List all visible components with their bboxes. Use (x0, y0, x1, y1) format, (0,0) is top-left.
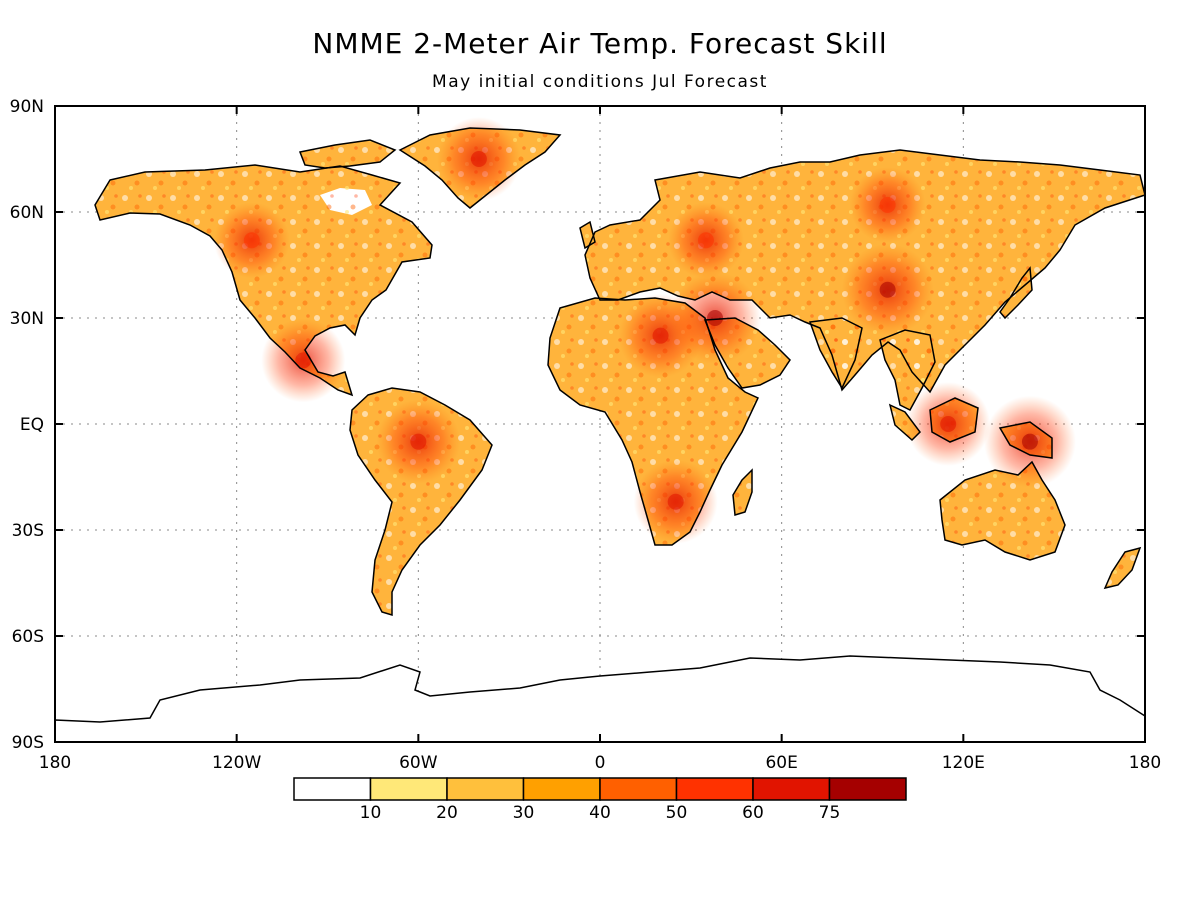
lon-tick-label: 120E (942, 753, 985, 773)
lon-tick-label: 0 (595, 753, 606, 773)
coastline (998, 421, 1053, 459)
colorbar-swatch (446, 777, 525, 801)
skill-texture (95, 165, 432, 395)
latitude-axis: 90N 60N 30N EQ 30S 60S 90S (10, 97, 1145, 753)
chart-title: NMME 2-Meter Air Temp. Forecast Skill (312, 27, 887, 60)
lon-tick-label: 180 (39, 753, 71, 773)
coastline (879, 329, 936, 411)
colorbar-swatch (752, 777, 831, 801)
hotspot-core (410, 433, 427, 450)
hotspot-core (295, 352, 312, 369)
coastline (999, 266, 1033, 320)
colorbar: 10 20 30 40 50 60 75 (293, 777, 907, 823)
hotspot-core (879, 281, 896, 298)
coastline (888, 403, 921, 442)
lat-tick-label: 60S (12, 627, 44, 647)
lon-tick-label: 180 (1129, 753, 1161, 773)
skill-texture (733, 470, 752, 515)
coastline (1103, 546, 1142, 590)
coastline (398, 127, 562, 209)
colorbar-label: 40 (589, 803, 611, 823)
lat-tick-label: EQ (20, 415, 44, 435)
colorbar-swatch (369, 777, 448, 801)
coastline (349, 387, 493, 617)
lat-tick-label: 60N (10, 203, 44, 223)
skill-texture (880, 330, 935, 410)
lon-tick-label: 60W (399, 753, 438, 773)
coastline (808, 317, 863, 390)
hotspot-core (652, 327, 669, 344)
lat-tick-label: 90S (12, 733, 44, 753)
coastline (298, 139, 397, 169)
coastlines (55, 127, 1145, 742)
colorbar-swatch (522, 777, 601, 801)
coastline (939, 460, 1066, 561)
lat-tick-label: 30N (10, 309, 44, 329)
hotspot-core (707, 310, 724, 326)
skill-hotspots (213, 117, 1076, 544)
coastline (55, 655, 1145, 742)
colorbar-swatch (828, 777, 907, 801)
longitude-axis: 180 120W 60W 0 60E 120E 180 (39, 106, 1161, 773)
colorbar-label: 30 (513, 803, 535, 823)
colorbar-label: 50 (666, 803, 688, 823)
colorbar-swatch (599, 777, 678, 801)
hotspot-core (940, 416, 957, 432)
coastline (732, 468, 753, 516)
colorbar-label: 10 (360, 803, 382, 823)
hotspot-core (470, 151, 487, 167)
coastline (547, 297, 760, 546)
lat-tick-label: 30S (12, 521, 44, 541)
skill-texture (1105, 548, 1140, 588)
lon-tick-label: 120W (212, 753, 261, 773)
hotspot-core (667, 493, 684, 510)
coastline (584, 149, 1145, 394)
lat-tick-label: 90N (10, 97, 44, 117)
lon-tick-label: 60E (765, 753, 797, 773)
hotspot-core (243, 232, 260, 249)
colorbar-swatch (293, 777, 372, 801)
hotspot-core (879, 196, 896, 213)
coastline (703, 317, 791, 389)
hotspot-core (1021, 433, 1038, 450)
landmass-antarctica (55, 656, 1145, 742)
skill-texture (300, 140, 395, 168)
colorbar-label: 20 (436, 803, 458, 823)
colorbar-swatch (675, 777, 754, 801)
coastline (579, 220, 596, 250)
chart-subtitle: May initial conditions Jul Forecast (432, 72, 768, 92)
coastline (94, 164, 433, 397)
colorbar-label: 60 (742, 803, 764, 823)
coastline (929, 397, 979, 443)
colorbar-label: 75 (819, 803, 841, 823)
hotspot-core (697, 232, 714, 249)
